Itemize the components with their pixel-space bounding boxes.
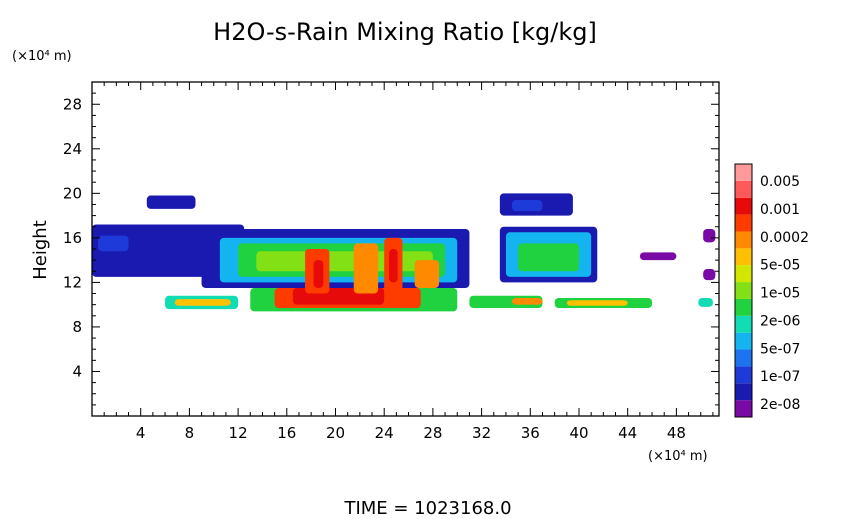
field-region — [389, 249, 398, 283]
y-tick-label: 20 — [63, 184, 82, 202]
field-region — [512, 200, 543, 212]
field-region — [174, 299, 231, 306]
field-region — [518, 243, 579, 272]
field-region — [698, 297, 713, 307]
data-field — [92, 193, 716, 312]
colorbar — [734, 163, 753, 418]
field-region — [566, 300, 628, 306]
colorbar-swatch — [735, 298, 752, 316]
time-footer: TIME = 1023168.0 — [343, 498, 511, 519]
x-tick-labels: 4 8 12 16 20 24 28 32 36 40 44 48 — [136, 424, 686, 442]
y-tick-label: 12 — [63, 273, 82, 291]
colorbar-label: 0.001 — [760, 202, 800, 218]
y-axis-label: Height — [30, 220, 51, 280]
field-region — [313, 260, 324, 288]
colorbar-swatch — [735, 383, 752, 401]
x-tick-label: 32 — [472, 424, 491, 442]
colorbar-swatch — [735, 315, 752, 333]
field-region — [414, 260, 439, 288]
colorbar-swatch — [735, 197, 752, 215]
chart-title: H2O-s-Rain Mixing Ratio [kg/kg] — [213, 18, 597, 46]
x-tick-label: 28 — [423, 424, 442, 442]
colorbar-label: 0.005 — [760, 174, 800, 190]
colorbar-swatch — [735, 400, 752, 417]
colorbar-swatch — [735, 265, 752, 283]
colorbar-label: 0.0002 — [760, 230, 809, 246]
field-region — [256, 251, 433, 272]
colorbar-label: 5e-07 — [760, 341, 800, 357]
colorbar-label: 1e-05 — [760, 286, 800, 302]
x-tick-label: 8 — [185, 424, 195, 442]
colorbar-swatch — [735, 366, 752, 384]
colorbar-swatch — [735, 164, 752, 181]
colorbar-swatch — [735, 332, 752, 350]
colorbar-swatch — [735, 248, 752, 266]
x-tick-label: 36 — [521, 424, 540, 442]
colorbar-labels: 2e-08 1e-07 5e-07 2e-06 1e-05 5e-05 0.0002 0.00… — [760, 174, 809, 413]
x-tick-label: 44 — [618, 424, 637, 442]
colorbar-label: 5e-05 — [760, 258, 800, 274]
field-region — [703, 228, 716, 243]
x-tick-label: 12 — [229, 424, 248, 442]
x-tick-label: 4 — [136, 424, 146, 442]
axis-ticks — [92, 82, 719, 416]
y-tick-label: 4 — [72, 362, 82, 380]
colorbar-label: 2e-08 — [760, 397, 800, 413]
x-tick-label: 24 — [375, 424, 394, 442]
y-axis-unit: (×10⁴ m) — [12, 49, 72, 64]
y-tick-label: 24 — [63, 140, 82, 158]
colorbar-label: 1e-07 — [760, 369, 800, 385]
y-tick-label: 8 — [72, 318, 82, 336]
field-region — [639, 252, 677, 261]
colorbar-label: 2e-06 — [760, 313, 800, 329]
field-region — [98, 235, 129, 252]
colorbar-swatch — [735, 349, 752, 367]
y-tick-label: 16 — [63, 229, 82, 247]
x-tick-label: 48 — [667, 424, 686, 442]
y-tick-labels: 4 8 12 16 20 24 28 — [63, 95, 82, 380]
colorbar-swatch — [735, 282, 752, 299]
x-tick-label: 16 — [277, 424, 296, 442]
field-region — [512, 297, 543, 305]
x-tick-label: 40 — [569, 424, 588, 442]
x-tick-label: 20 — [326, 424, 345, 442]
colorbar-swatch — [735, 214, 752, 232]
colorbar-swatch — [735, 180, 752, 198]
field-region — [353, 243, 379, 294]
field-region — [703, 269, 716, 281]
colorbar-swatch — [735, 231, 752, 249]
field-region — [146, 195, 196, 209]
x-axis-unit: (×10⁴ m) — [648, 449, 708, 464]
colorbar-frame — [734, 163, 753, 418]
y-tick-label: 28 — [63, 95, 82, 113]
